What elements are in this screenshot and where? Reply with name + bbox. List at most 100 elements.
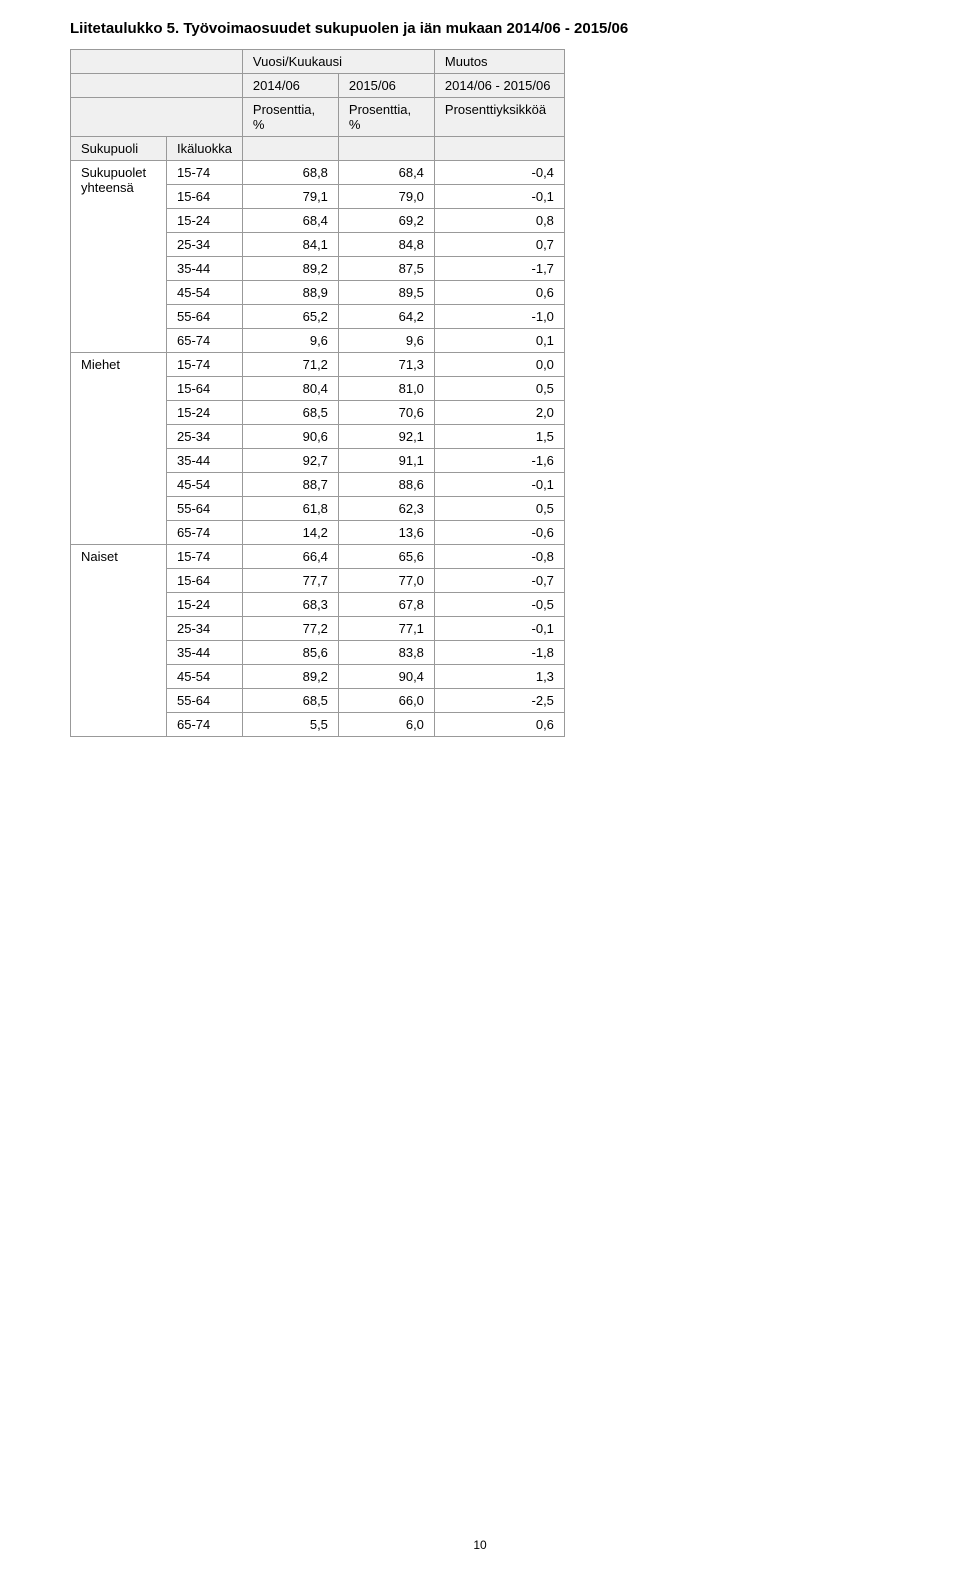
- value-cell: 0,5: [434, 497, 564, 521]
- value-cell: -0,5: [434, 593, 564, 617]
- value-cell: 64,2: [338, 305, 434, 329]
- rowhead-ikaluokka: Ikäluokka: [167, 137, 243, 161]
- value-cell: 66,0: [338, 689, 434, 713]
- age-cell: 15-64: [167, 569, 243, 593]
- value-cell: 79,0: [338, 185, 434, 209]
- age-cell: 55-64: [167, 689, 243, 713]
- value-cell: 71,2: [242, 353, 338, 377]
- value-cell: 68,5: [242, 689, 338, 713]
- value-cell: -0,8: [434, 545, 564, 569]
- rowhead-sukupuoli: Sukupuoli: [71, 137, 167, 161]
- value-cell: -1,6: [434, 449, 564, 473]
- value-cell: 89,5: [338, 281, 434, 305]
- value-cell: 77,7: [242, 569, 338, 593]
- age-cell: 15-64: [167, 185, 243, 209]
- value-cell: 77,0: [338, 569, 434, 593]
- value-cell: 61,8: [242, 497, 338, 521]
- age-cell: 45-54: [167, 473, 243, 497]
- value-cell: 9,6: [242, 329, 338, 353]
- age-cell: 35-44: [167, 257, 243, 281]
- age-cell: 55-64: [167, 305, 243, 329]
- value-cell: 68,5: [242, 401, 338, 425]
- value-cell: 88,9: [242, 281, 338, 305]
- age-cell: 35-44: [167, 641, 243, 665]
- age-cell: 15-24: [167, 401, 243, 425]
- value-cell: -1,8: [434, 641, 564, 665]
- value-cell: 2,0: [434, 401, 564, 425]
- age-cell: 15-64: [167, 377, 243, 401]
- value-cell: -0,7: [434, 569, 564, 593]
- group-label: Naiset: [71, 545, 167, 737]
- group-label: Sukupuolet yhteensä: [71, 161, 167, 353]
- age-cell: 15-74: [167, 545, 243, 569]
- table-row: Sukupuolet yhteensä15-7468,868,4-0,4: [71, 161, 565, 185]
- value-cell: 85,6: [242, 641, 338, 665]
- age-cell: 25-34: [167, 617, 243, 641]
- age-cell: 25-34: [167, 425, 243, 449]
- value-cell: 79,1: [242, 185, 338, 209]
- value-cell: -0,1: [434, 473, 564, 497]
- value-cell: 0,6: [434, 713, 564, 737]
- group-label: Miehet: [71, 353, 167, 545]
- data-table: Vuosi/Kuukausi Muutos 2014/06 2015/06 20…: [70, 49, 565, 737]
- header-vuosi: Vuosi/Kuukausi: [242, 50, 434, 74]
- value-cell: 1,3: [434, 665, 564, 689]
- table-body: Sukupuolet yhteensä15-7468,868,4-0,415-6…: [71, 161, 565, 737]
- age-cell: 15-74: [167, 353, 243, 377]
- value-cell: 0,5: [434, 377, 564, 401]
- page-title: Liitetaulukko 5. Työvoimaosuudet sukupuo…: [70, 20, 890, 37]
- value-cell: -0,1: [434, 617, 564, 641]
- value-cell: 0,7: [434, 233, 564, 257]
- value-cell: 89,2: [242, 257, 338, 281]
- value-cell: 68,8: [242, 161, 338, 185]
- value-cell: 68,4: [242, 209, 338, 233]
- value-cell: 1,5: [434, 425, 564, 449]
- value-cell: 0,0: [434, 353, 564, 377]
- value-cell: 70,6: [338, 401, 434, 425]
- header-unit3: Prosenttiyksikköä: [434, 98, 564, 137]
- value-cell: 88,6: [338, 473, 434, 497]
- age-cell: 65-74: [167, 713, 243, 737]
- age-cell: 65-74: [167, 521, 243, 545]
- value-cell: 0,6: [434, 281, 564, 305]
- age-cell: 45-54: [167, 665, 243, 689]
- age-cell: 15-74: [167, 161, 243, 185]
- value-cell: -1,7: [434, 257, 564, 281]
- header-delta: 2014/06 - 2015/06: [434, 74, 564, 98]
- age-cell: 15-24: [167, 209, 243, 233]
- value-cell: 68,3: [242, 593, 338, 617]
- age-cell: 35-44: [167, 449, 243, 473]
- value-cell: 81,0: [338, 377, 434, 401]
- value-cell: 88,7: [242, 473, 338, 497]
- value-cell: 65,2: [242, 305, 338, 329]
- value-cell: 77,2: [242, 617, 338, 641]
- value-cell: 71,3: [338, 353, 434, 377]
- header-y2: 2015/06: [338, 74, 434, 98]
- header-muutos: Muutos: [434, 50, 564, 74]
- value-cell: 62,3: [338, 497, 434, 521]
- value-cell: 68,4: [338, 161, 434, 185]
- table-row: Naiset15-7466,465,6-0,8: [71, 545, 565, 569]
- age-cell: 65-74: [167, 329, 243, 353]
- header-unit1: Prosenttia, %: [242, 98, 338, 137]
- value-cell: 83,8: [338, 641, 434, 665]
- value-cell: -1,0: [434, 305, 564, 329]
- value-cell: 65,6: [338, 545, 434, 569]
- value-cell: 77,1: [338, 617, 434, 641]
- age-cell: 25-34: [167, 233, 243, 257]
- value-cell: 9,6: [338, 329, 434, 353]
- age-cell: 45-54: [167, 281, 243, 305]
- age-cell: 55-64: [167, 497, 243, 521]
- value-cell: 89,2: [242, 665, 338, 689]
- value-cell: 14,2: [242, 521, 338, 545]
- value-cell: 13,6: [338, 521, 434, 545]
- value-cell: 80,4: [242, 377, 338, 401]
- value-cell: -0,4: [434, 161, 564, 185]
- value-cell: 6,0: [338, 713, 434, 737]
- value-cell: 84,1: [242, 233, 338, 257]
- value-cell: 87,5: [338, 257, 434, 281]
- value-cell: 92,7: [242, 449, 338, 473]
- value-cell: 5,5: [242, 713, 338, 737]
- value-cell: 92,1: [338, 425, 434, 449]
- value-cell: 90,4: [338, 665, 434, 689]
